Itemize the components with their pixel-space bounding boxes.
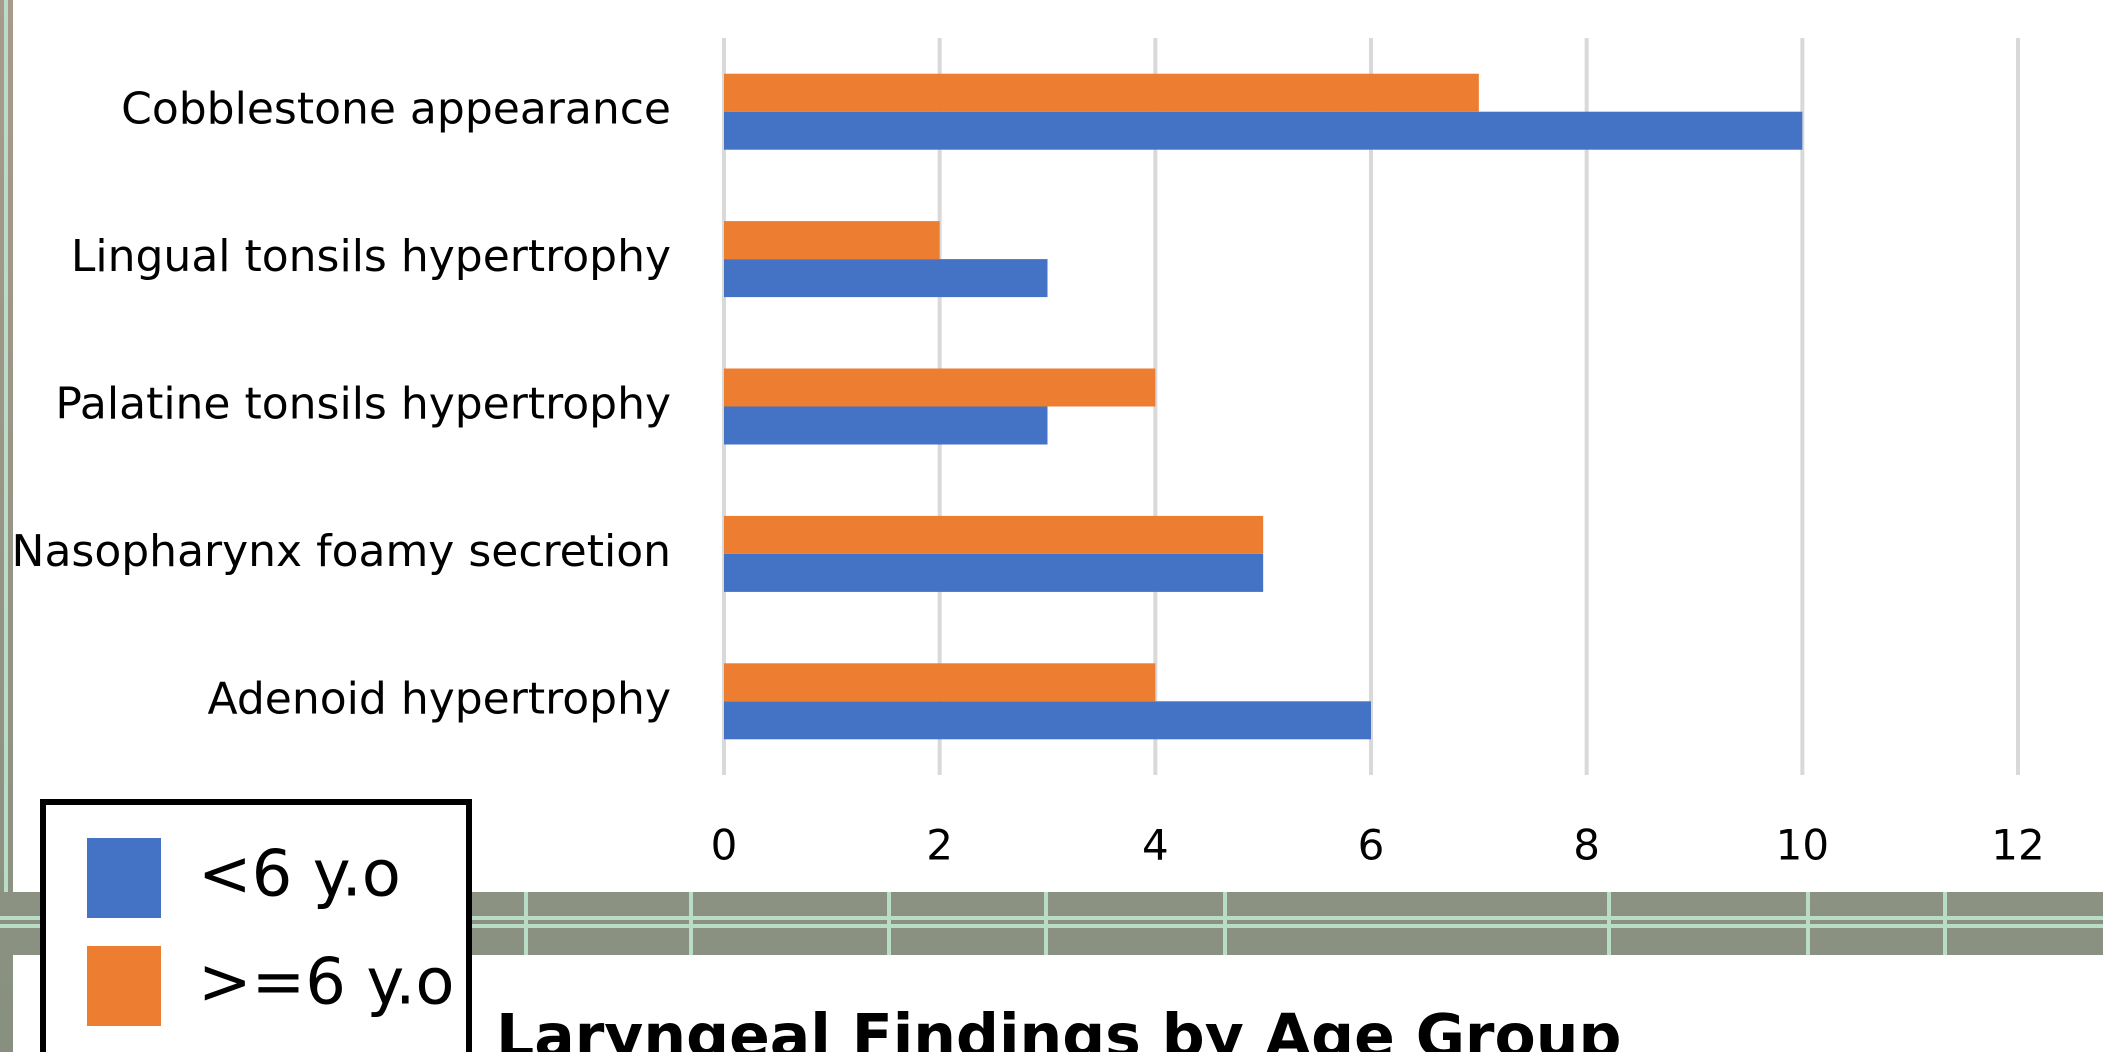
legend-swatch [87, 838, 161, 918]
y-tick-label: Cobblestone appearance [121, 84, 671, 135]
x-tick-label: 4 [1142, 821, 1169, 870]
legend-label: >=6 y.o [198, 946, 455, 1020]
next-chart-title: Laryngeal Findings by Age Group [496, 1002, 1621, 1052]
legend: <6 y.o >=6 y.o [87, 838, 455, 1026]
x-tick-label: 8 [1573, 821, 1600, 870]
bar [724, 221, 940, 260]
bar [724, 259, 1048, 298]
bar [724, 515, 1264, 554]
bar [724, 368, 1156, 407]
bar [724, 553, 1264, 592]
bar [724, 406, 1048, 445]
bar [724, 701, 1371, 740]
x-tick-label: 0 [711, 821, 738, 870]
y-tick-label: Palatine tonsils hypertrophy [55, 379, 671, 430]
legend-swatch [87, 946, 161, 1026]
y-tick-label: Lingual tonsils hypertrophy [71, 231, 671, 282]
bar [724, 73, 1479, 112]
y-tick-label: Adenoid hypertrophy [208, 673, 671, 724]
bar [724, 663, 1156, 702]
legend-label: <6 y.o [198, 838, 401, 912]
x-tick-label: 2 [926, 821, 953, 870]
bar [724, 111, 1803, 150]
x-tick-label: 12 [1991, 821, 2044, 870]
x-tick-label: 6 [1358, 821, 1385, 870]
bar-chart: 0 2 4 6 8 10 12 Cobblestone appearance Lingual t… [12, 38, 2045, 870]
x-tick-label: 10 [1776, 821, 1829, 870]
y-tick-label: Nasopharynx foamy secretion [12, 526, 671, 577]
